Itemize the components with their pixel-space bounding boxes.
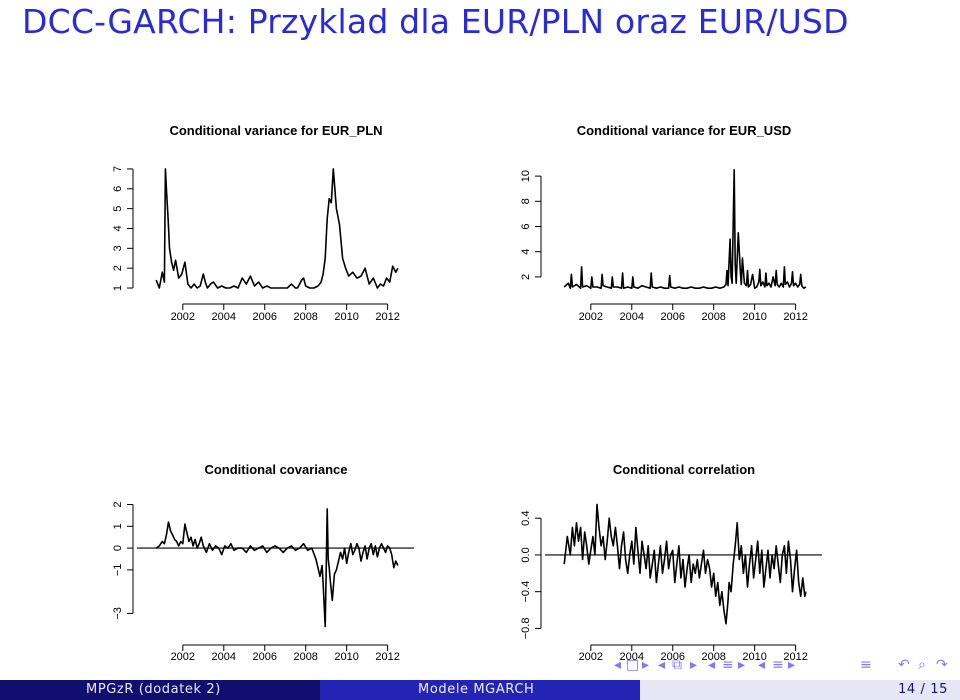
search-icon[interactable]: ⌕ — [918, 657, 926, 673]
x-tick-label: 2002 — [579, 651, 603, 663]
search-back-icon[interactable]: ↶ — [898, 657, 910, 673]
x-tick-label: 2004 — [620, 311, 644, 323]
chart-title: Conditional variance for EUR_PLN — [169, 123, 382, 138]
y-tick-label: 4 — [520, 249, 532, 255]
subsubsection-icon[interactable]: ≡ — [772, 657, 784, 673]
y-tick-label: 2 — [112, 501, 124, 507]
chart-title: Conditional variance for EUR_USD — [577, 123, 792, 138]
footer-bar: MPGzR (dodatek 2) Modele MGARCH 14 / 15 — [0, 680, 960, 700]
x-tick-label: 2010 — [742, 311, 766, 323]
y-tick-label: 2 — [112, 265, 124, 271]
subsection-prev-icon[interactable]: ◂ — [708, 657, 716, 673]
x-tick-label: 2002 — [171, 311, 195, 323]
section-prev-icon[interactable]: ◂ — [658, 657, 666, 673]
x-tick-label: 2008 — [293, 311, 317, 323]
series-line — [563, 169, 807, 290]
x-tick-label: 2008 — [701, 651, 725, 663]
series-line — [155, 508, 399, 628]
x-tick-label: 2004 — [620, 651, 644, 663]
y-tick-label: 10 — [520, 170, 532, 182]
y-tick-label: −1 — [112, 564, 124, 577]
x-tick-label: 2010 — [334, 651, 358, 663]
x-tick-label: 2002 — [171, 651, 195, 663]
footer-page-number: 14 / 15 — [640, 680, 960, 700]
y-tick-label: 7 — [112, 166, 124, 172]
y-tick-label: 1 — [112, 285, 124, 291]
section-next-icon[interactable]: ▸ — [690, 657, 698, 673]
y-tick-label: 5 — [112, 206, 124, 212]
y-tick-label: 0.4 — [520, 511, 532, 526]
beamer-navigation: ◂ □ ▸ ◂ ⧉ ▸ ◂ ≡ ▸ ◂ ≡ ▸ ≡ ↶ ⌕ ↷ — [612, 657, 957, 677]
section-icon[interactable]: ⧉ — [672, 657, 682, 673]
search-forward-icon[interactable]: ↷ — [936, 657, 948, 673]
subsubsection-next-icon[interactable]: ▸ — [788, 657, 796, 673]
subsubsection-prev-icon[interactable]: ◂ — [758, 657, 766, 673]
y-tick-label: 8 — [520, 198, 532, 204]
slide-title: DCC-GARCH: Przyklad dla EUR/PLN oraz EUR… — [22, 2, 849, 41]
frame-prev-icon[interactable]: ◂ — [614, 657, 622, 673]
footer-author: MPGzR (dodatek 2) — [0, 680, 320, 700]
x-tick-label: 2010 — [742, 651, 766, 663]
chart-title: Conditional covariance — [204, 462, 347, 477]
y-tick-label: 4 — [112, 225, 124, 231]
series-line — [155, 168, 399, 289]
y-tick-label: −3 — [112, 607, 124, 620]
subsection-icon[interactable]: ≡ — [722, 657, 734, 673]
x-tick-label: 2012 — [783, 311, 807, 323]
y-tick-label: 0.0 — [520, 547, 532, 562]
y-tick-label: 3 — [112, 245, 124, 251]
x-tick-label: 2010 — [334, 311, 358, 323]
x-tick-label: 2006 — [660, 651, 684, 663]
y-tick-label: 6 — [112, 186, 124, 192]
x-tick-label: 2008 — [701, 311, 725, 323]
x-tick-label: 2008 — [293, 651, 317, 663]
series-line — [563, 503, 807, 625]
x-tick-label: 2006 — [660, 311, 684, 323]
y-tick-label: 6 — [520, 223, 532, 229]
chart-title: Conditional correlation — [613, 462, 755, 477]
y-tick-label: 2 — [520, 274, 532, 280]
y-tick-label: 1 — [112, 523, 124, 529]
frame-icon[interactable]: □ — [626, 657, 640, 673]
y-tick-label: 0 — [112, 545, 124, 551]
x-tick-label: 2012 — [375, 311, 399, 323]
footer-title: Modele MGARCH — [320, 680, 640, 700]
subsection-next-icon[interactable]: ▸ — [738, 657, 746, 673]
y-tick-label: −0.8 — [520, 618, 532, 640]
y-tick-label: −0.4 — [520, 581, 532, 603]
x-tick-label: 2012 — [783, 651, 807, 663]
charts-canvas: Conditional variance for EUR_PLN 2002 2004… — [112, 123, 822, 663]
x-tick-label: 2004 — [212, 651, 236, 663]
frame-next-icon[interactable]: ▸ — [642, 657, 650, 673]
x-tick-label: 2006 — [252, 651, 276, 663]
align-icon[interactable]: ≡ — [860, 657, 872, 673]
x-tick-label: 2006 — [252, 311, 276, 323]
x-tick-label: 2012 — [375, 651, 399, 663]
x-tick-label: 2002 — [579, 311, 603, 323]
x-tick-label: 2004 — [212, 311, 236, 323]
